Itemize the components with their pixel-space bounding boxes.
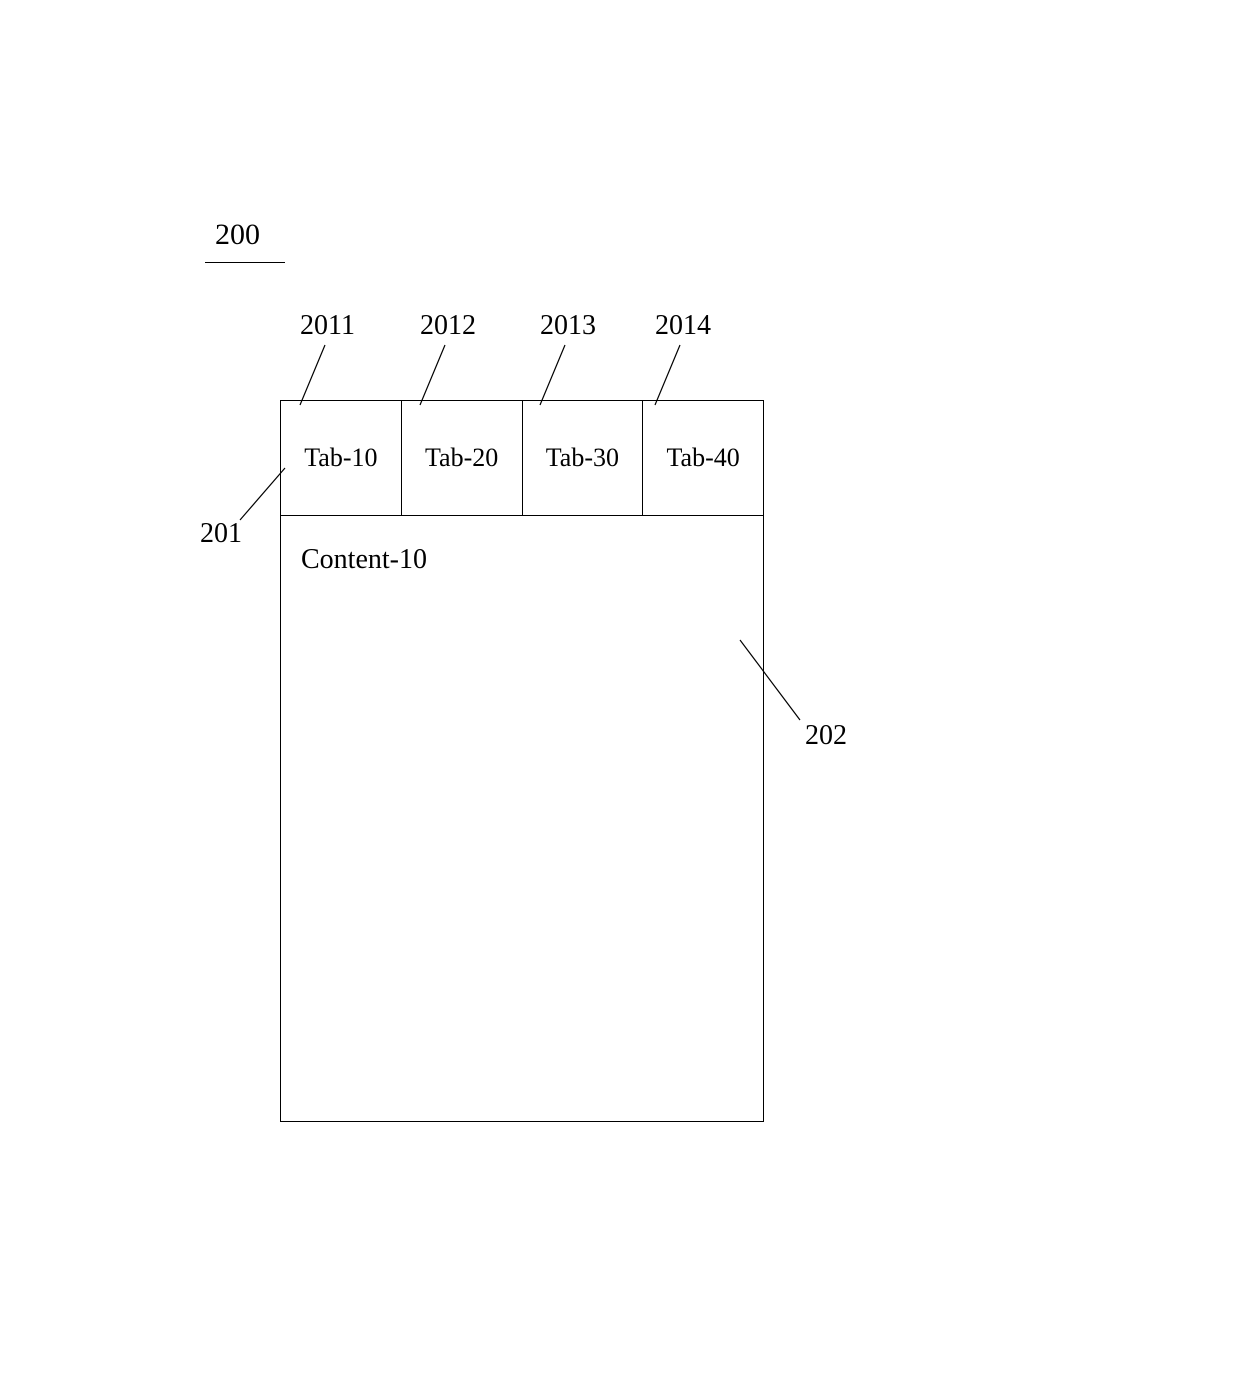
tab-1[interactable]: Tab-10 xyxy=(281,401,402,515)
tab-ref-label-1: 2011 xyxy=(300,310,355,342)
tab-4[interactable]: Tab-40 xyxy=(643,401,763,515)
content-text: Content-10 xyxy=(301,544,427,575)
figure-underline xyxy=(205,262,285,263)
tab-ref-label-4: 2014 xyxy=(655,310,711,342)
tab-ref-label-2: 2012 xyxy=(420,310,476,342)
tabs-row: Tab-10 Tab-20 Tab-30 Tab-40 xyxy=(281,401,763,516)
tab-4-label: Tab-40 xyxy=(666,443,739,473)
tab-3[interactable]: Tab-30 xyxy=(523,401,644,515)
tab-2-label: Tab-20 xyxy=(425,443,498,473)
content-ref-label: 202 xyxy=(805,720,847,752)
tab-1-label: Tab-10 xyxy=(304,443,377,473)
tab-ref-label-3: 2013 xyxy=(540,310,596,342)
tab-3-label: Tab-30 xyxy=(546,443,619,473)
tab-2[interactable]: Tab-20 xyxy=(402,401,523,515)
content-area: Content-10 xyxy=(281,516,763,604)
figure-reference-number: 200 xyxy=(215,218,260,252)
tab-row-ref-label: 201 xyxy=(200,518,242,550)
ui-frame: Tab-10 Tab-20 Tab-30 Tab-40 Content-10 xyxy=(280,400,764,1122)
